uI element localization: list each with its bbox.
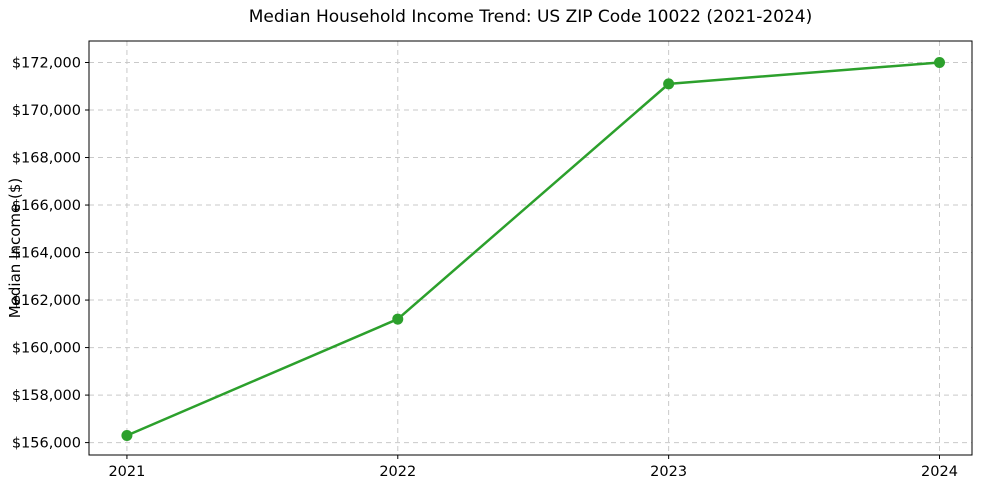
x-tick-label: 2021 (108, 464, 145, 480)
trend-line (125, 61, 941, 437)
y-tick-label: $168,000 (12, 151, 81, 167)
y-tick-label: $158,000 (12, 388, 81, 404)
data-point (933, 56, 945, 68)
data-point (663, 78, 675, 90)
x-tick-label: 2022 (379, 464, 416, 480)
data-point (121, 429, 133, 441)
x-tick-label: 2023 (650, 464, 687, 480)
data-point (392, 313, 404, 325)
y-tick-label: $160,000 (12, 341, 81, 357)
chart-title: Median Household Income Trend: US ZIP Co… (248, 7, 813, 27)
plot-border (88, 40, 973, 456)
y-tick-label: $162,000 (12, 293, 81, 309)
y-tick-label: $170,000 (12, 103, 81, 119)
y-tick-label: $166,000 (12, 198, 81, 214)
y-axis-label: Median Income ($) (6, 177, 24, 319)
x-tick-label: 2024 (921, 464, 958, 480)
y-tick-label: $164,000 (12, 246, 81, 262)
y-tick-label: $172,000 (12, 56, 81, 72)
y-tick-label: $156,000 (12, 436, 81, 452)
